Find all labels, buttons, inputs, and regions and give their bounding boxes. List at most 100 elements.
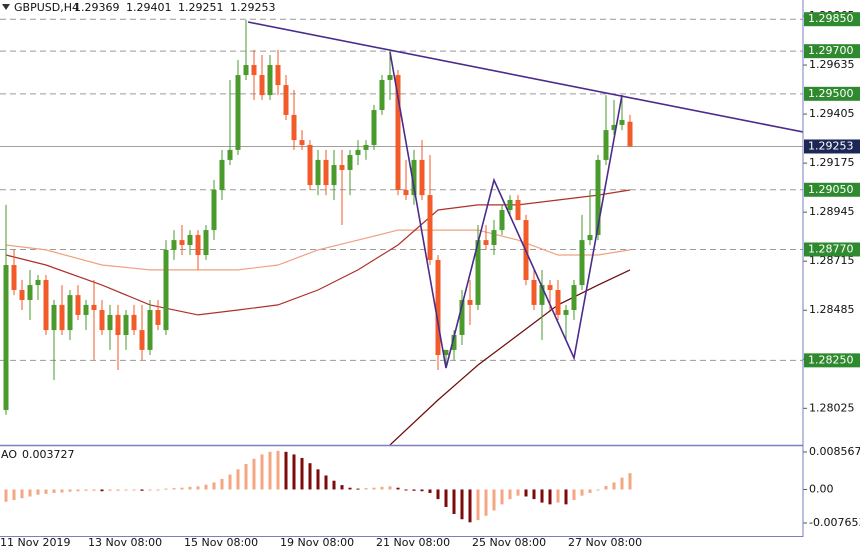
candle-body	[251, 65, 257, 76]
ao-bar	[4, 489, 8, 502]
candle-body	[595, 159, 601, 235]
ao-bar	[252, 458, 256, 490]
ao-bar	[20, 489, 24, 499]
candle-body	[395, 75, 401, 190]
ao-bar	[332, 480, 336, 490]
ao-bar	[580, 489, 584, 496]
ohlc-close: 1.29253	[230, 1, 276, 14]
x-tick-label: 15 Nov 08:00	[184, 536, 258, 549]
ao-bar	[76, 489, 80, 492]
candle-body	[3, 265, 9, 411]
candle-body	[315, 159, 321, 186]
candle-body	[227, 149, 233, 160]
x-tick-label: 25 Nov 08:00	[472, 536, 546, 549]
ao-bar	[116, 489, 120, 491]
level-label: 1.28770	[808, 242, 854, 255]
ao-bar	[556, 489, 560, 503]
ao-bar	[196, 486, 200, 490]
level-label-box	[804, 182, 860, 197]
candle-body	[443, 349, 449, 356]
ao-bar	[620, 477, 624, 490]
ao-tick-label: 0.00	[809, 482, 834, 495]
y-tick-label: 1.28945	[809, 205, 855, 218]
candle-body	[299, 140, 305, 145]
ao-bar	[12, 489, 16, 500]
ao-bar	[596, 489, 600, 491]
level-label-box	[804, 44, 860, 59]
y-tick-label: 1.28715	[809, 254, 855, 267]
level-label: 1.29700	[808, 44, 854, 57]
level-label: 1.29500	[808, 87, 854, 100]
ao-bar	[420, 489, 424, 492]
candle-body	[195, 234, 201, 256]
ao-bar	[500, 489, 504, 505]
candle-body	[459, 300, 465, 335]
level-label-box	[804, 12, 860, 27]
candle-body	[187, 234, 193, 245]
ao-bar	[316, 469, 320, 490]
candle-body	[115, 314, 121, 335]
ao-bar	[412, 489, 416, 491]
ao-bar	[268, 451, 272, 490]
ohlc-open: 1.29369	[74, 1, 120, 14]
candle-body	[355, 149, 361, 156]
ao-bar	[300, 457, 304, 490]
candle-body	[483, 240, 489, 245]
price-panel	[0, 18, 803, 445]
moving-average	[5, 189, 631, 316]
ao-bar	[84, 489, 88, 491]
y-tick-label: 1.28025	[809, 401, 855, 414]
candle-body	[283, 85, 289, 115]
ohlc-high: 1.29401	[126, 1, 172, 14]
candle-body	[291, 114, 297, 141]
candle-body	[11, 265, 17, 290]
candle-body	[435, 259, 441, 356]
candle-body	[179, 240, 185, 245]
ao-bar	[524, 489, 528, 497]
x-tick-label: 11 Nov 2019	[0, 536, 70, 549]
trendline	[247, 21, 803, 133]
y-tick-label: 1.29635	[809, 58, 855, 71]
ao-bar	[260, 454, 264, 490]
ao-bar	[244, 464, 248, 490]
ohlc-low: 1.29251	[178, 1, 224, 14]
ao-bar	[36, 489, 40, 495]
ao-bar	[364, 488, 368, 490]
ao-bar	[164, 488, 168, 490]
ao-bar	[468, 489, 472, 523]
ao-bar	[444, 489, 448, 507]
symbol-label: GBPUSD,H4	[14, 1, 79, 14]
ao-bar	[204, 484, 208, 490]
ao-bar	[172, 488, 176, 490]
ao-bar	[148, 489, 152, 491]
ao-bar	[508, 489, 512, 500]
level-label: 1.29850	[808, 12, 854, 25]
ao-bar	[340, 485, 344, 490]
ao-bar	[396, 487, 400, 490]
ao-bar	[540, 489, 544, 503]
candle-body	[387, 75, 393, 80]
ao-bar	[588, 489, 592, 493]
candle-body	[531, 279, 537, 305]
ao-bar	[156, 489, 160, 491]
ao-bar	[452, 489, 456, 514]
candle-body	[571, 285, 577, 311]
candle-body	[211, 189, 217, 231]
ao-bar	[308, 463, 312, 490]
candle-body	[627, 121, 633, 147]
x-tick-label: 13 Nov 08:00	[88, 536, 162, 549]
candle-body	[603, 130, 609, 160]
ao-bar	[548, 489, 552, 505]
candle-body	[475, 240, 481, 305]
candle-body	[619, 120, 625, 125]
ao-bar	[604, 485, 608, 490]
ao-tick-label: 0.008567	[809, 445, 860, 458]
ao-bar	[492, 489, 496, 511]
candle-body	[403, 189, 409, 196]
candle-body	[35, 279, 41, 286]
ao-label: AO	[1, 448, 17, 461]
x-tick-label: 19 Nov 08:00	[280, 536, 354, 549]
candle-body	[371, 110, 377, 145]
symbol-menu-icon[interactable]	[2, 4, 10, 10]
candle-body	[587, 234, 593, 241]
